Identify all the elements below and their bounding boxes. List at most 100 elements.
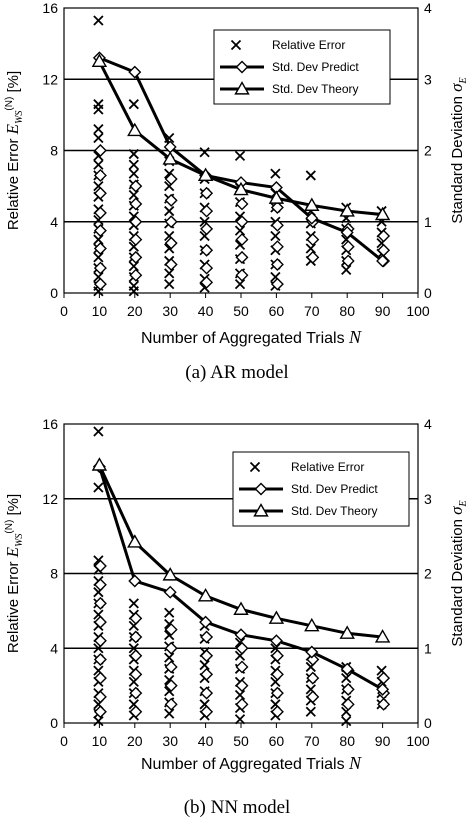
relative-error-point — [128, 261, 139, 272]
theory-line-point — [374, 629, 391, 643]
predict-scatter-point — [377, 697, 391, 711]
relative-error-point — [128, 598, 139, 609]
y-left-tick-label: 4 — [50, 214, 58, 230]
predict-scatter-point — [93, 634, 107, 648]
relative-error-point — [305, 243, 316, 254]
predict-scatter-point — [93, 168, 107, 182]
predict-scatter-point — [93, 578, 107, 592]
relative-error-point — [93, 715, 104, 727]
predict-scatter-point — [306, 233, 320, 247]
predict-scatter-point — [93, 671, 107, 685]
y-right-tick-label: 3 — [424, 491, 432, 507]
theory-line-point — [304, 617, 320, 632]
predict-scatter-point — [200, 222, 214, 236]
y-left-tick-label: 0 — [50, 715, 58, 731]
relative-error-point — [128, 286, 139, 297]
predict-scatter-point — [270, 218, 284, 232]
theory-line-point — [127, 122, 143, 137]
x-tick-label: 50 — [233, 303, 249, 319]
caption-ar-model: (a) AR model — [185, 362, 289, 383]
y-left-tick-label: 8 — [50, 143, 58, 159]
x-tick-label: 50 — [233, 733, 249, 749]
predict-scatter-point — [235, 233, 249, 247]
x-tick-label: 0 — [60, 733, 68, 749]
predict-scatter-point — [129, 233, 143, 247]
x-tick-label: 70 — [304, 733, 320, 749]
theory-line-point — [268, 610, 285, 624]
relative-error-point — [128, 99, 139, 110]
predict-scatter-point — [129, 649, 143, 663]
legend-cross-icon — [249, 461, 261, 473]
predict-scatter-point — [270, 258, 284, 271]
relative-error-point — [93, 426, 104, 437]
predict-scatter-point — [270, 667, 284, 681]
predict-scatter-point — [93, 277, 107, 291]
predict-scatter-point — [93, 241, 107, 255]
predict-scatter-point — [235, 641, 249, 655]
relative-error-point — [93, 123, 104, 135]
predict-line-point — [234, 628, 248, 642]
relative-error-point — [164, 708, 175, 719]
predict-scatter-point — [129, 250, 143, 264]
relative-error-point — [234, 689, 246, 701]
relative-error-point — [93, 234, 104, 245]
predict-scatter-point — [93, 186, 107, 200]
predict-scatter-point — [200, 686, 214, 700]
predict-scatter-point — [200, 261, 214, 275]
predict-scatter-point — [129, 611, 143, 625]
x-tick-label: 40 — [198, 733, 214, 749]
x-tick-label: 90 — [375, 303, 391, 319]
predict-scatter-point — [306, 250, 320, 264]
relative-error-point — [270, 230, 281, 242]
y-left-tick-label: 16 — [42, 0, 58, 16]
predict-scatter-point — [200, 705, 214, 719]
relative-error-point — [270, 168, 281, 179]
predict-scatter-point — [377, 229, 391, 243]
y-left-tick-label: 4 — [50, 640, 58, 656]
predict-line-point — [305, 645, 319, 659]
relative-error-point — [93, 15, 104, 26]
predict-scatter-point — [93, 224, 107, 238]
predict-scatter-point — [306, 671, 320, 685]
predict-scatter-point — [377, 671, 391, 685]
relative-error-point — [128, 168, 139, 179]
relative-error-point — [164, 278, 175, 290]
predict-scatter-point — [270, 277, 284, 291]
predict-scatter-point — [341, 254, 355, 268]
predict-scatter-point — [306, 690, 320, 704]
theory-line-point — [233, 601, 249, 615]
predict-scatter-point — [341, 697, 355, 711]
y-right-tick-label: 2 — [424, 566, 432, 582]
y-left-axis-label: Relative Error EWS(N) [%] — [3, 494, 25, 653]
legend-cross-icon — [230, 39, 242, 51]
predict-scatter-point — [129, 179, 143, 193]
relative-error-point — [93, 482, 104, 493]
relative-error-point — [164, 652, 175, 663]
theory-line-point — [339, 625, 355, 639]
predict-scatter-point — [164, 172, 178, 186]
legend-label: Std. Dev Theory — [272, 82, 358, 96]
y-right-tick-label: 1 — [424, 214, 432, 230]
predict-scatter-point — [129, 630, 143, 644]
predict-scatter-point — [377, 243, 391, 257]
legend-triangle-icon — [253, 503, 269, 517]
predict-scatter-point — [200, 630, 214, 644]
predict-scatter-point — [129, 667, 143, 681]
relative-error-point — [164, 607, 175, 618]
predict-scatter-point — [235, 660, 249, 674]
predict-scatter-point — [200, 204, 214, 218]
theory-line-point — [339, 203, 355, 217]
theory-line-point — [268, 190, 285, 204]
x-axis-label: Number of Aggregated Trials N — [141, 327, 362, 347]
caption-nn-model: (b) NN model — [183, 797, 291, 818]
x-tick-label: 10 — [92, 303, 108, 319]
relative-error-point — [93, 132, 104, 144]
y-left-tick-label: 8 — [50, 566, 58, 582]
relative-error-point — [93, 252, 104, 263]
theory-line-point — [304, 197, 320, 211]
x-tick-label: 30 — [162, 733, 178, 749]
predict-scatter-point — [270, 201, 284, 214]
relative-error-point — [234, 225, 246, 236]
y-right-tick-label: 0 — [424, 715, 432, 731]
